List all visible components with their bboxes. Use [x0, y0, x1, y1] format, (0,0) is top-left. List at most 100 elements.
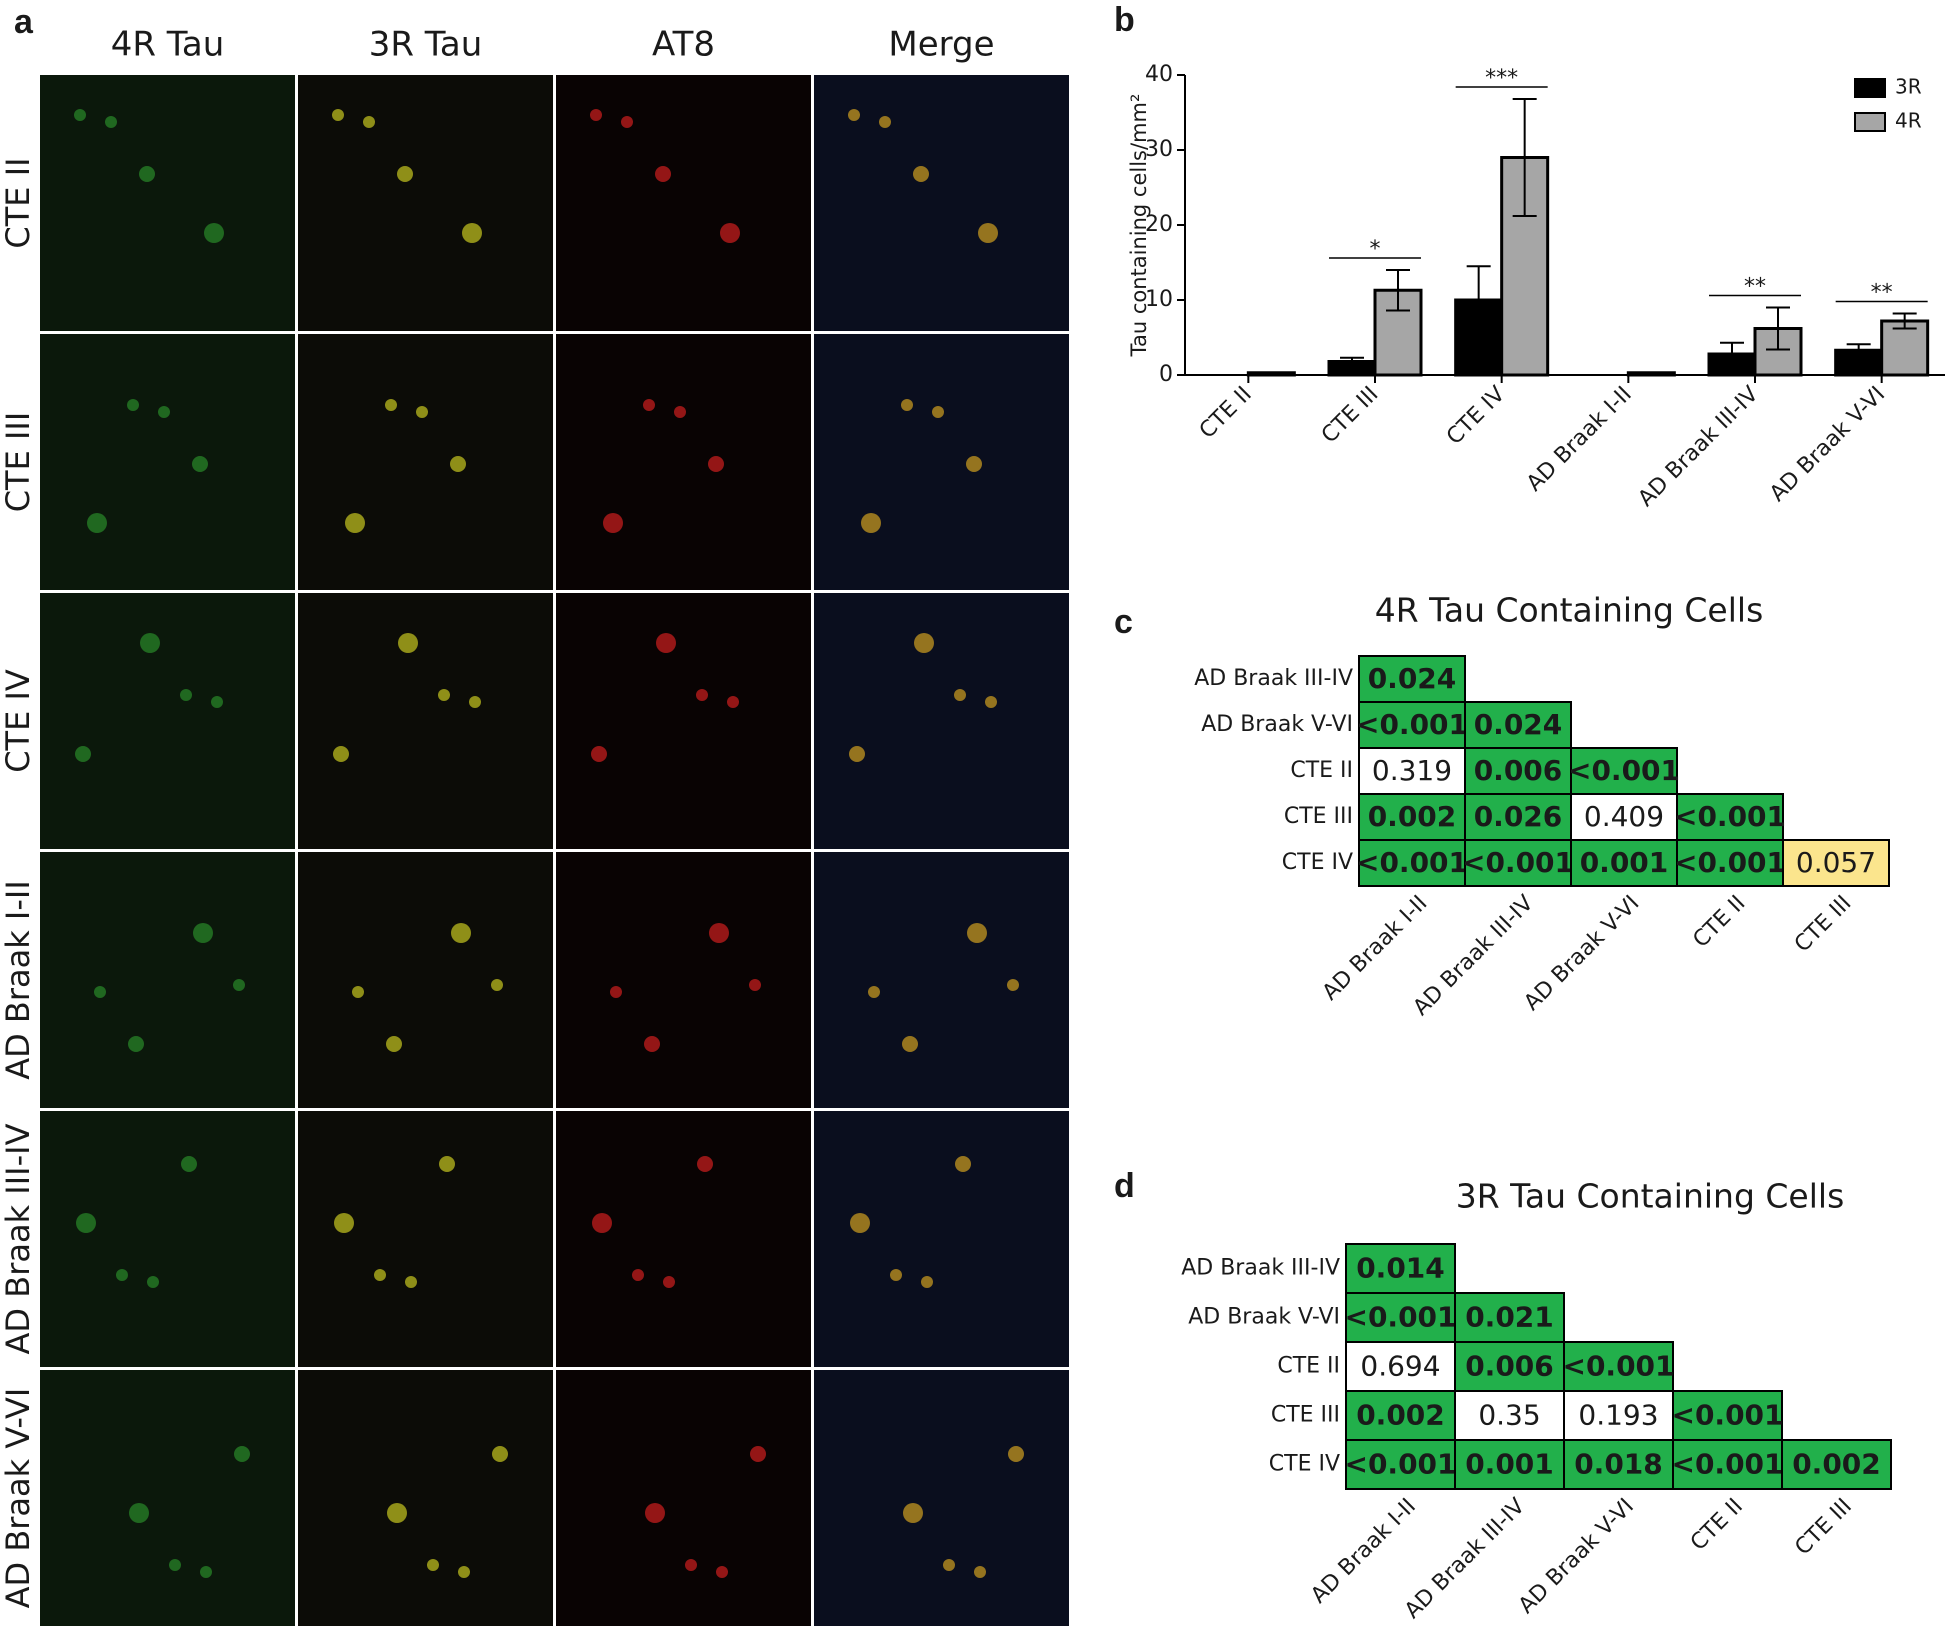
cell-blob — [632, 1269, 644, 1281]
cell-blob — [397, 166, 413, 182]
column-label: AD Braak V-VI — [1519, 891, 1644, 1016]
cell-blob — [861, 513, 881, 533]
micrograph — [556, 1111, 811, 1367]
cell-value: 0.018 — [1574, 1448, 1663, 1481]
significance-label: ** — [1744, 275, 1766, 300]
cell-blob — [94, 986, 106, 998]
cell-blob — [943, 1559, 955, 1571]
cell-blob — [696, 689, 708, 701]
cell-blob — [610, 986, 622, 998]
cell-value: <0.001 — [1344, 1301, 1456, 1334]
cell-blob — [128, 1036, 144, 1052]
cell-blob — [913, 166, 929, 182]
y-tick-label: 30 — [1145, 137, 1173, 162]
panel-label: c — [1114, 603, 1133, 641]
cell-blob — [405, 1276, 417, 1288]
cell-blob — [427, 1559, 439, 1571]
cell-blob — [720, 223, 740, 243]
cell-blob — [450, 456, 466, 472]
cell-blob — [848, 109, 860, 121]
cell-value: 0.002 — [1792, 1448, 1881, 1481]
cell-value: <0.001 — [1674, 846, 1786, 879]
cell-blob — [590, 109, 602, 121]
cell-blob — [386, 1036, 402, 1052]
bar — [1248, 373, 1294, 375]
column-label: AD Braak I-II — [1306, 1494, 1421, 1609]
micrograph — [298, 334, 553, 590]
cell-value: <0.001 — [1568, 754, 1680, 787]
micrograph — [40, 334, 295, 590]
significance-label: ** — [1871, 281, 1893, 306]
cell-blob — [750, 1446, 766, 1462]
cell-blob — [139, 166, 155, 182]
cell-value: 0.35 — [1478, 1399, 1540, 1432]
cell-blob — [158, 406, 170, 418]
cell-value: 0.002 — [1368, 800, 1457, 833]
micrograph — [298, 593, 553, 849]
significance-label: *** — [1485, 66, 1518, 91]
cell-blob — [985, 696, 997, 708]
y-tick-label: 10 — [1145, 287, 1173, 312]
cell-blob — [850, 1213, 870, 1233]
bar — [1628, 373, 1674, 375]
table-title: 4R Tau Containing Cells — [1375, 591, 1764, 630]
cell-blob — [967, 923, 987, 943]
cell-value: 0.006 — [1465, 1350, 1554, 1383]
cell-blob — [87, 513, 107, 533]
column-label: CTE III — [1790, 891, 1857, 958]
panel-label: b — [1114, 1, 1135, 39]
cell-blob — [966, 456, 982, 472]
cell-value: 0.057 — [1796, 846, 1876, 879]
cell-value: <0.001 — [1462, 846, 1574, 879]
micrograph — [556, 1370, 811, 1626]
cell-blob — [200, 1566, 212, 1578]
row-header: AD Braak I-II — [0, 880, 37, 1080]
cell-blob — [708, 456, 724, 472]
cell-value: 0.193 — [1578, 1399, 1658, 1432]
cell-blob — [643, 399, 655, 411]
legend-label: 3R — [1895, 75, 1922, 99]
cell-value: 0.014 — [1356, 1252, 1445, 1285]
cell-blob — [716, 1566, 728, 1578]
cell-blob — [333, 746, 349, 762]
cell-blob — [387, 1503, 407, 1523]
cell-blob — [492, 1446, 508, 1462]
micrograph — [40, 1111, 295, 1367]
cell-blob — [902, 1036, 918, 1052]
cell-value: 0.001 — [1465, 1448, 1554, 1481]
significance-label: * — [1370, 237, 1381, 262]
cell-blob — [233, 979, 245, 991]
cell-blob — [655, 166, 671, 182]
cell-value: 0.001 — [1580, 846, 1669, 879]
micrograph — [40, 852, 295, 1108]
x-tick-label: CTE IV — [1442, 382, 1510, 450]
cell-blob — [180, 689, 192, 701]
cell-value: 0.409 — [1584, 800, 1664, 833]
cell-blob — [352, 986, 364, 998]
cell-blob — [211, 696, 223, 708]
cell-blob — [932, 406, 944, 418]
cell-blob — [645, 1503, 665, 1523]
cell-blob — [438, 689, 450, 701]
micrograph — [814, 1370, 1069, 1626]
micrograph — [814, 1111, 1069, 1367]
cell-value: 0.006 — [1474, 754, 1563, 787]
micrograph — [298, 1370, 553, 1626]
cell-value: <0.001 — [1674, 800, 1786, 833]
cell-blob — [192, 456, 208, 472]
cell-blob — [903, 1503, 923, 1523]
y-tick-label: 20 — [1145, 212, 1173, 237]
row-label: CTE III — [1284, 804, 1353, 829]
legend-swatch — [1855, 79, 1885, 97]
cell-value: 0.002 — [1356, 1399, 1445, 1432]
x-tick-label: CTE III — [1317, 382, 1384, 449]
cell-blob — [204, 223, 224, 243]
column-label: CTE II — [1686, 1494, 1748, 1556]
cell-blob — [75, 746, 91, 762]
cell-blob — [603, 513, 623, 533]
cell-blob — [334, 1213, 354, 1233]
cell-blob — [169, 1559, 181, 1571]
column-label: AD Braak V-VI — [1514, 1494, 1639, 1619]
